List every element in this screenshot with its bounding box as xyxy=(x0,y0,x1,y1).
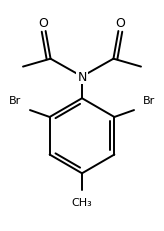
Text: N: N xyxy=(77,71,87,84)
Text: Br: Br xyxy=(143,96,155,106)
Text: Br: Br xyxy=(9,96,21,106)
Text: O: O xyxy=(115,17,125,30)
Text: O: O xyxy=(39,17,49,30)
Text: CH₃: CH₃ xyxy=(72,197,92,207)
